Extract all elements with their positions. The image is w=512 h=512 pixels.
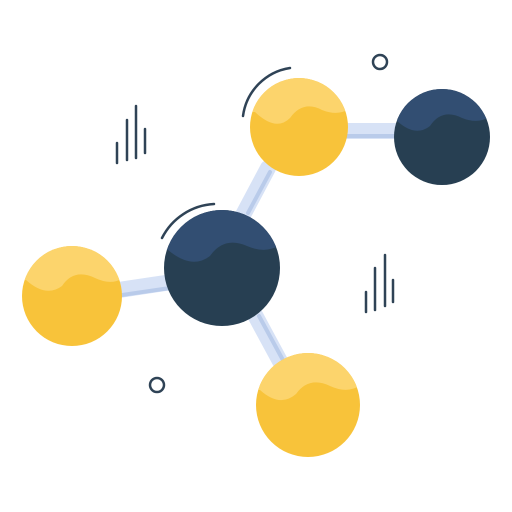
small-circle-decoration-top	[371, 53, 389, 71]
bond-center-bottom	[247, 307, 290, 373]
atom-bottom-gold	[256, 353, 360, 457]
atom-left-gold	[22, 246, 122, 346]
bars-decoration-right	[364, 253, 395, 314]
atom-right-navy	[394, 89, 490, 185]
bond-center-top	[235, 160, 276, 223]
atom-center-navy	[164, 210, 280, 326]
atom-top-gold	[250, 78, 348, 176]
bonds	[104, 123, 406, 373]
motion-arc-top	[241, 66, 292, 118]
small-circle-decoration-bottom	[148, 376, 166, 394]
bond-center-left	[104, 274, 180, 299]
bars-decoration-left	[115, 104, 147, 165]
motion-arc-center	[160, 202, 216, 240]
